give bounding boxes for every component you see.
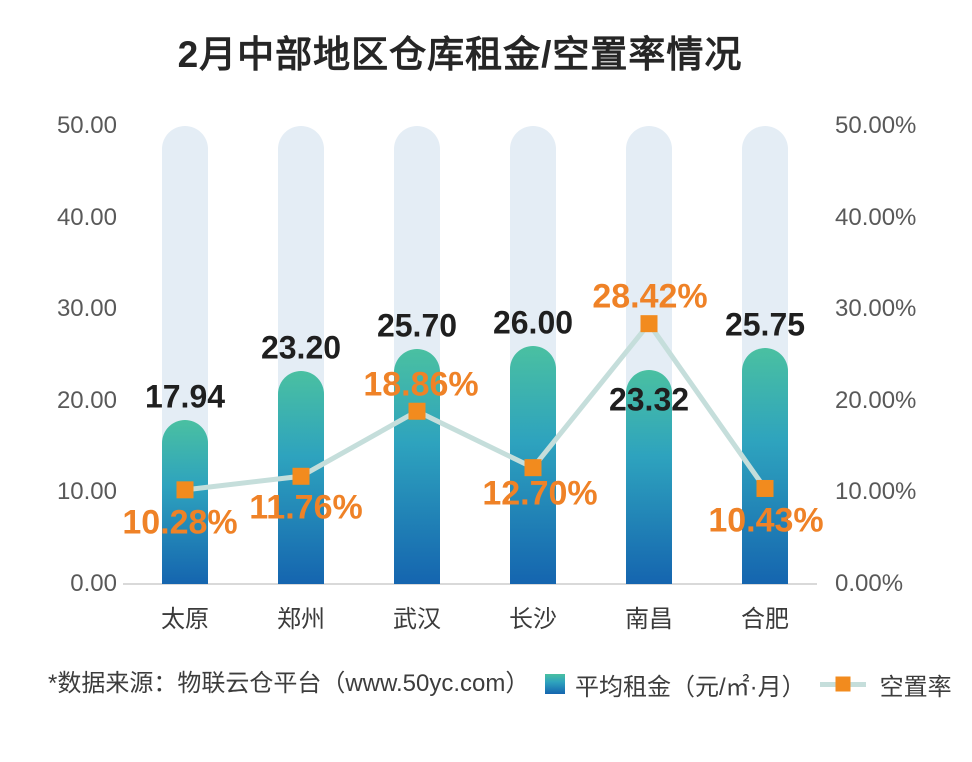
vacancy-marker xyxy=(292,467,310,485)
category-label: 南昌 xyxy=(625,606,673,633)
vacancy-value-label: 28.42% xyxy=(592,277,708,316)
category-label: 合肥 xyxy=(741,606,789,633)
vacancy-marker xyxy=(176,481,194,499)
left-axis-tick: 0.00 xyxy=(70,570,117,597)
vacancy-value-label: 10.28% xyxy=(122,503,238,542)
right-axis-tick: 30.00% xyxy=(835,295,917,323)
rent-series-swatch-icon xyxy=(545,674,565,694)
rent-bar xyxy=(162,419,208,584)
legend: 平均租金（元/㎡·月） 空置率 xyxy=(545,666,952,702)
rent-bar xyxy=(394,348,440,584)
vacancy-marker xyxy=(524,459,542,477)
x-axis-line xyxy=(123,583,817,585)
vacancy-marker xyxy=(640,315,658,333)
vacancy-legend-label: 空置率 xyxy=(879,673,952,701)
rent-bar xyxy=(626,370,672,584)
right-axis-tick: 40.00% xyxy=(835,203,917,231)
footer: *数据来源：物联云仓平台（www.50yc.com） 平均租金（元/㎡·月） 空… xyxy=(0,666,972,702)
rent-value-label: 25.75 xyxy=(724,306,806,343)
data-source-note: *数据来源：物联云仓平台（www.50yc.com） xyxy=(48,670,530,697)
left-axis-tick: 20.00 xyxy=(56,386,117,414)
rent-value-label: 25.70 xyxy=(376,307,458,344)
vacancy-value-label: 12.70% xyxy=(482,474,598,513)
left-axis-tick: 50.00 xyxy=(56,112,117,139)
vacancy-value-label: 10.43% xyxy=(708,501,824,540)
left-axis-tick: 40.00 xyxy=(56,203,117,231)
left-axis-tick: 10.00 xyxy=(56,478,117,506)
right-axis-tick: 50.00% xyxy=(835,112,917,139)
rent-value-label: 26.00 xyxy=(492,304,574,341)
category-label: 长沙 xyxy=(509,606,557,633)
rent-legend-label: 平均租金（元/㎡·月） xyxy=(575,673,806,701)
vacancy-value-label: 11.76% xyxy=(249,488,363,527)
vacancy-marker xyxy=(756,479,774,497)
vacancy-value-label: 18.86% xyxy=(363,365,479,404)
rent-value-label: 17.94 xyxy=(144,378,226,415)
left-axis-tick: 30.00 xyxy=(56,295,117,323)
right-axis-tick: 0.00% xyxy=(835,570,904,597)
right-axis-tick: 20.00% xyxy=(835,386,917,414)
rent-value-label: 23.32 xyxy=(608,381,690,418)
right-axis-tick: 10.00% xyxy=(835,478,917,506)
vacancy-marker xyxy=(408,402,426,420)
category-label: 太原 xyxy=(161,606,209,633)
vacancy-series-line-marker-icon xyxy=(819,676,866,692)
category-label: 郑州 xyxy=(277,606,325,633)
vacancy-line xyxy=(184,319,768,493)
rent-value-label: 23.20 xyxy=(260,329,342,366)
category-label: 武汉 xyxy=(393,606,441,633)
chart-title: 2月中部地区仓库租金/空置率情况 xyxy=(177,34,743,75)
